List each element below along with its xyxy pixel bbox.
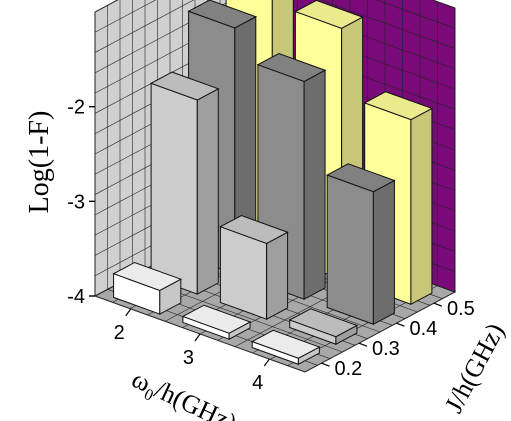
- bar-face-side: [303, 69, 326, 300]
- bar-face-top: [250, 329, 321, 359]
- z-axis-label: J/h(GHz): [439, 318, 510, 417]
- bar-face-front: [150, 82, 198, 295]
- back-wall-grid-line: [319, 0, 456, 49]
- bar-x3-j0.3: [219, 214, 289, 320]
- z-tick-mark: [433, 302, 443, 307]
- bar-x4-j0.2: [250, 329, 321, 366]
- bar-face-top: [288, 308, 359, 338]
- bar-x2-j0.2: [112, 261, 183, 315]
- z-tick-label: 0.2: [335, 358, 363, 380]
- bar-face-side: [196, 87, 219, 295]
- z-tick-label: 0.3: [372, 338, 400, 360]
- bar-face-top: [363, 91, 434, 121]
- bar-x4-j0.4: [325, 163, 396, 326]
- y-axis-label: Log(1-F): [24, 111, 55, 214]
- bar-face-top: [112, 261, 183, 291]
- bar-face-top: [256, 52, 327, 82]
- bar-face-top: [187, 0, 258, 29]
- chart-bars: [112, 0, 434, 366]
- bar-face-top: [294, 0, 364, 29]
- z-tick-label: 0.4: [410, 318, 438, 340]
- z-tick-mark: [396, 322, 405, 327]
- z-tick-mark: [321, 362, 330, 367]
- bar-x3-j0.2: [181, 304, 252, 340]
- bar-face-front: [326, 174, 374, 325]
- left-wall-grid-line: [94, 0, 157, 33]
- y-tick-label: -4: [67, 286, 85, 308]
- x-tick-mark: [125, 308, 132, 317]
- bar-face-side: [410, 107, 433, 306]
- x-tick-mark: [194, 333, 201, 342]
- back-wall-grid-line: [375, 0, 456, 29]
- left-wall-grid-line: [94, 0, 195, 53]
- x-tick-mark: [263, 358, 270, 367]
- bar-face-top: [325, 163, 396, 193]
- bar-face-side: [372, 179, 395, 326]
- bar-face-top: [181, 304, 252, 334]
- y-tick-label: -2: [67, 97, 85, 119]
- x-axis-label: ω0/h(GHz): [126, 364, 241, 421]
- bar-x4-j0.3: [288, 308, 359, 346]
- y-tick-label: -3: [67, 191, 85, 213]
- x-tick-label: 2: [114, 322, 125, 344]
- bar-face-side: [266, 231, 289, 320]
- bar-x2-j0.3: [149, 71, 220, 295]
- x-tick-label: 4: [252, 372, 263, 394]
- tick-labels: -4 -3 -2 2 3 4 0.2 0.3 0.4 0.5: [67, 97, 475, 394]
- z-tick-label: 0.5: [447, 298, 475, 320]
- bar-face-top: [149, 71, 220, 101]
- z-tick-mark: [358, 342, 368, 347]
- x-tick-label: 3: [183, 347, 194, 369]
- bar-face-top: [219, 214, 289, 244]
